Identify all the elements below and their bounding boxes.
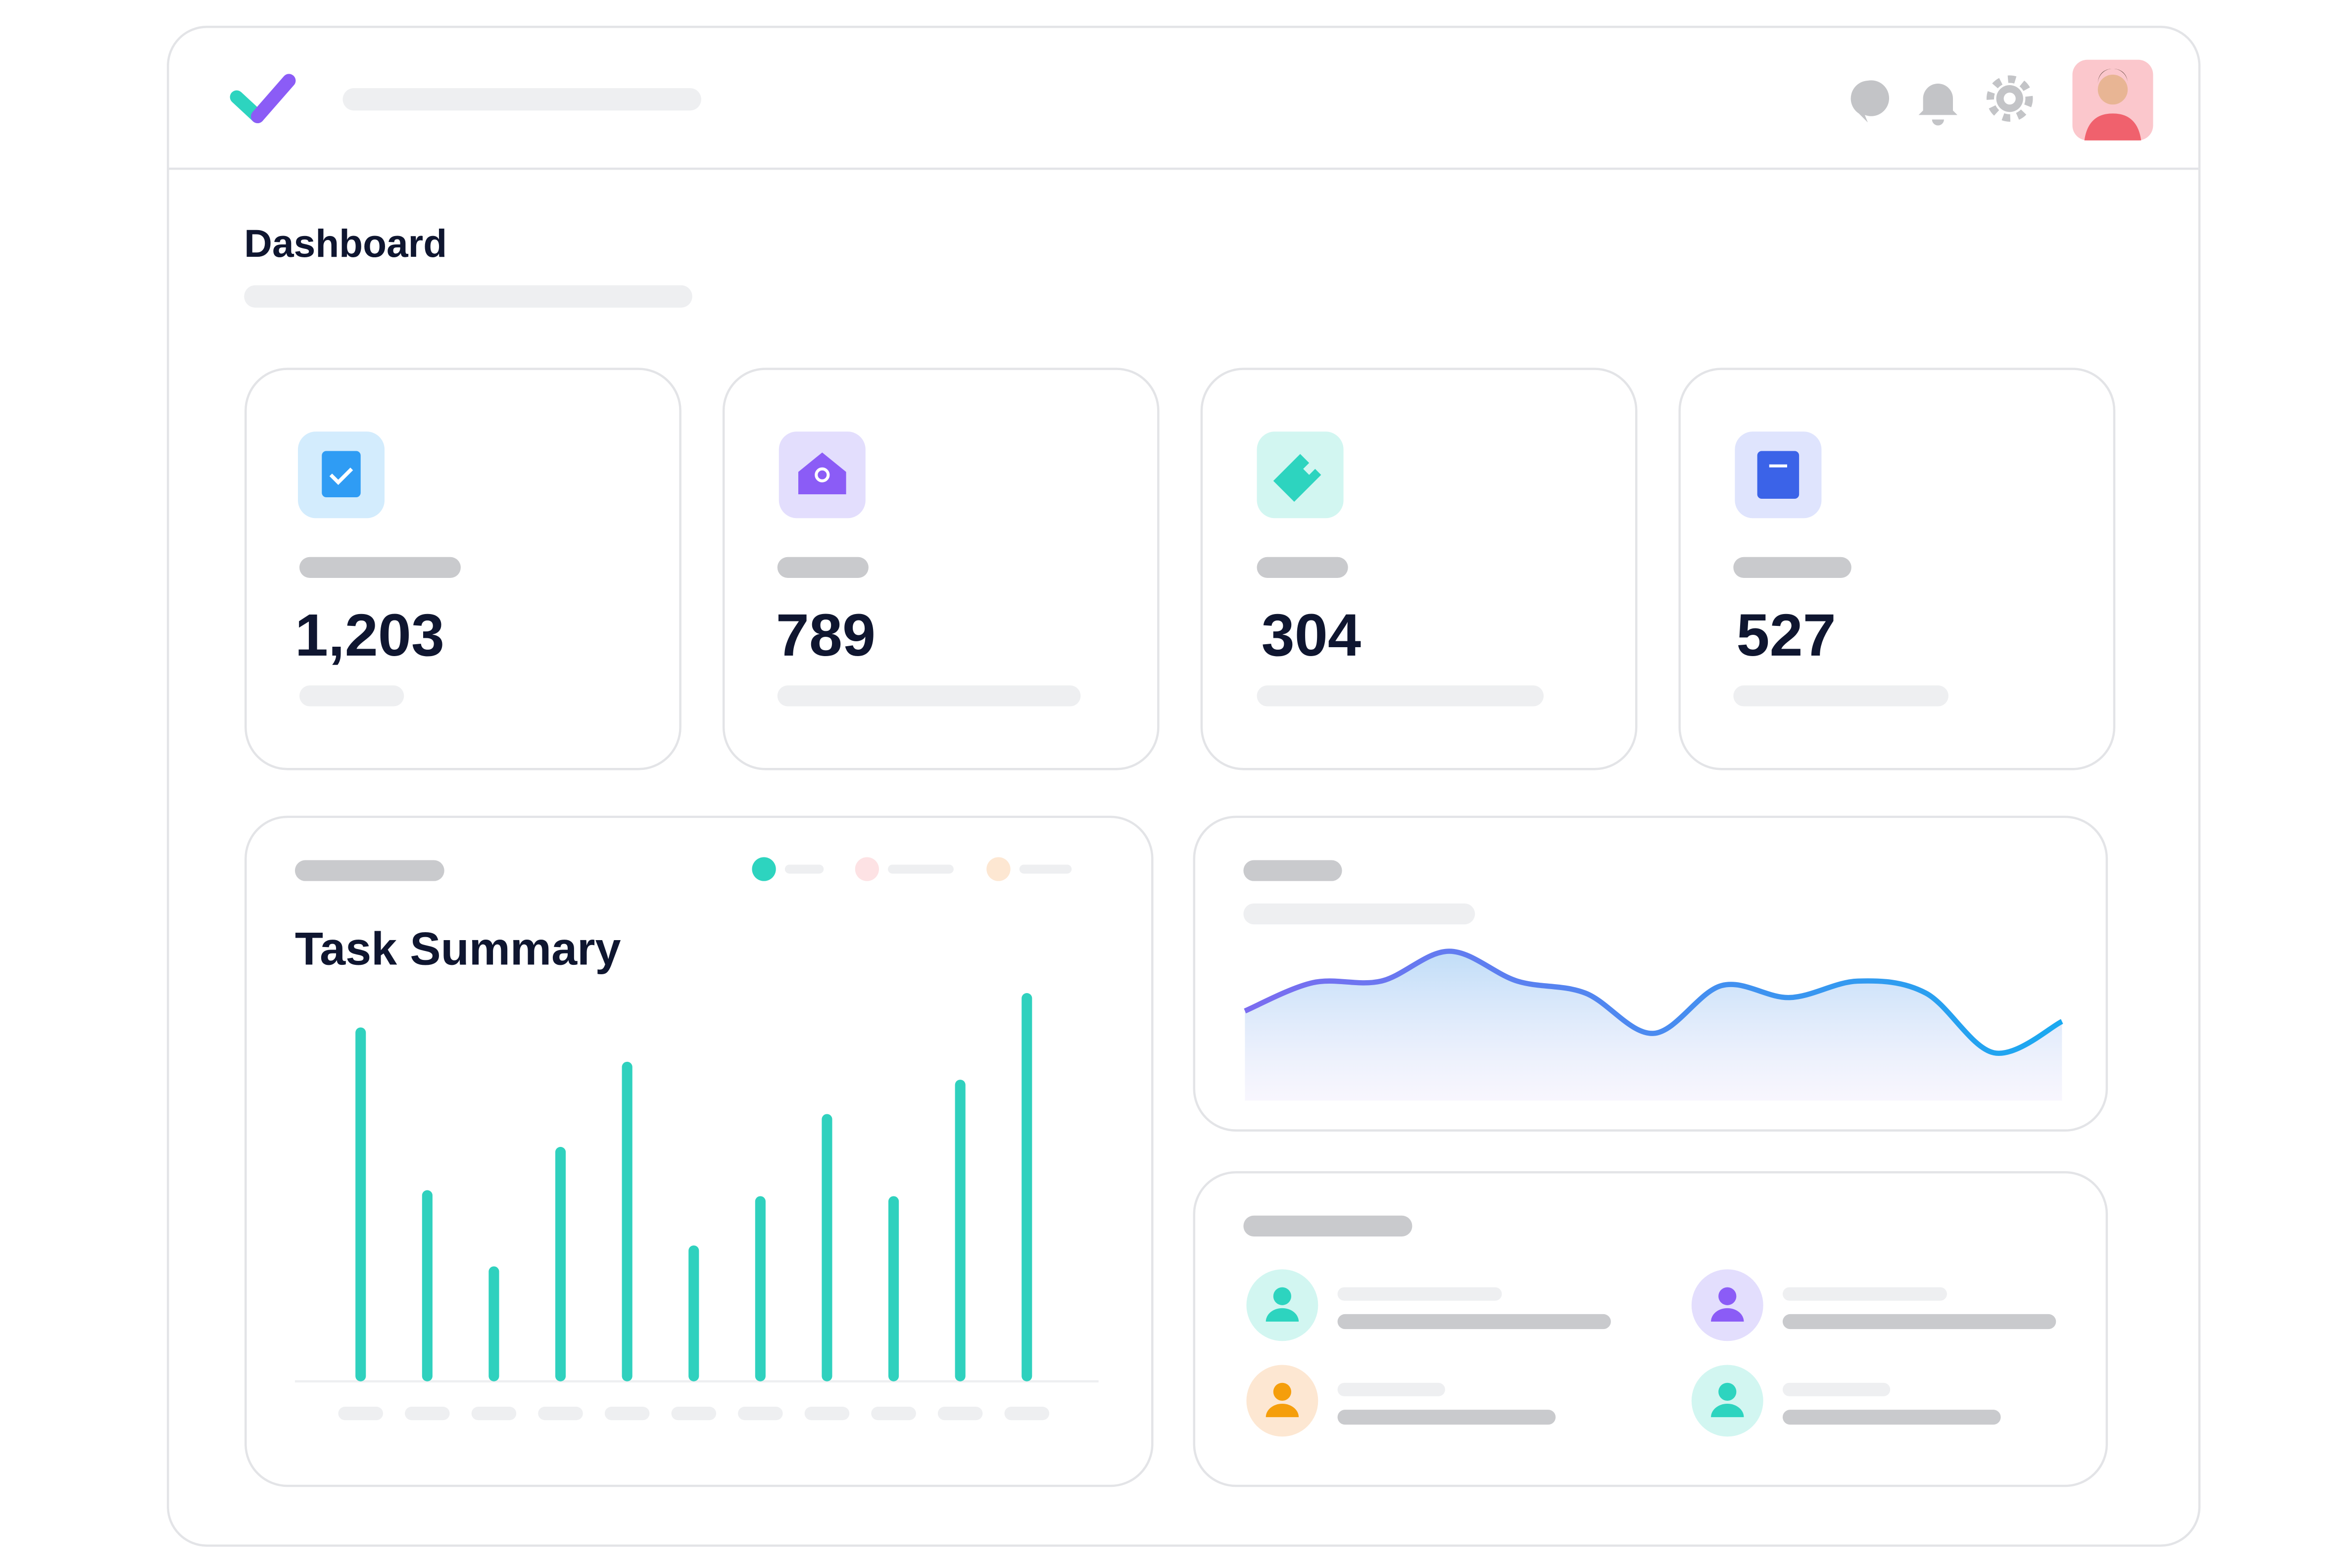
people-card xyxy=(1193,1171,2108,1487)
x-label-placeholder xyxy=(671,1407,717,1421)
name-placeholder xyxy=(1782,1382,1891,1396)
bar xyxy=(1022,993,1032,1381)
label-placeholder xyxy=(294,860,444,881)
label-placeholder xyxy=(1243,903,1475,925)
legend xyxy=(752,857,1072,881)
desc-placeholder xyxy=(1257,685,1544,707)
desc-placeholder xyxy=(1733,685,1948,707)
x-label-placeholder xyxy=(871,1407,916,1421)
avatar[interactable] xyxy=(2072,59,2153,141)
bar xyxy=(688,1245,699,1381)
name-placeholder xyxy=(1337,1287,1502,1301)
bar xyxy=(822,1114,832,1381)
stat-value: 789 xyxy=(776,602,876,668)
search-bar[interactable] xyxy=(342,88,701,111)
house-icon xyxy=(779,431,866,519)
bar xyxy=(888,1196,899,1381)
stat-value: 527 xyxy=(1736,602,1836,668)
book-icon xyxy=(1735,431,1822,519)
chart-title: Task Summary xyxy=(295,923,621,975)
x-label-placeholder xyxy=(604,1407,650,1421)
bar xyxy=(355,1027,366,1381)
bar xyxy=(955,1080,966,1381)
x-label-placeholder xyxy=(471,1407,517,1421)
x-label-placeholder xyxy=(338,1407,383,1421)
label-placeholder xyxy=(777,557,869,578)
detail-placeholder xyxy=(1337,1314,1611,1330)
stat-cards: 1,203 789 304 527 xyxy=(244,368,2116,770)
detail-placeholder xyxy=(1782,1410,2001,1425)
label-placeholder xyxy=(1243,1215,1412,1236)
bar xyxy=(755,1196,766,1381)
bar xyxy=(422,1190,433,1381)
clipboard-icon xyxy=(297,431,385,519)
x-label-placeholder xyxy=(738,1407,783,1421)
stat-value: 304 xyxy=(1262,602,1361,668)
x-label-placeholder xyxy=(538,1407,583,1421)
name-placeholder xyxy=(1782,1287,1947,1301)
person-head xyxy=(1718,1287,1737,1305)
label-placeholder xyxy=(1243,860,1342,881)
label-placeholder xyxy=(1257,557,1348,578)
person-body xyxy=(1711,1404,1744,1418)
person-body xyxy=(1265,1308,1299,1322)
x-label-placeholder xyxy=(405,1407,450,1421)
trend-area xyxy=(1245,951,2062,1101)
x-label-placeholder xyxy=(937,1407,983,1421)
people-list xyxy=(1246,1269,2056,1437)
chat-icon[interactable] xyxy=(1850,80,1890,123)
desc-placeholder xyxy=(777,685,1081,707)
x-label-placeholder xyxy=(804,1407,850,1421)
page-title: Dashboard xyxy=(244,222,447,265)
person-head xyxy=(1718,1382,1737,1401)
logo xyxy=(230,74,296,123)
detail-placeholder xyxy=(1782,1314,2056,1330)
task-summary-card xyxy=(244,815,1154,1487)
ticket-icon xyxy=(1257,431,1344,519)
label-placeholder xyxy=(299,557,461,578)
bell-icon[interactable] xyxy=(1918,84,1958,126)
desc-placeholder xyxy=(299,685,404,707)
label-placeholder xyxy=(1733,557,1851,578)
person-head xyxy=(1273,1382,1291,1401)
settings-icon[interactable] xyxy=(1986,75,2033,122)
person-head xyxy=(1273,1287,1291,1305)
subtitle-placeholder xyxy=(244,285,692,308)
bar xyxy=(622,1061,633,1381)
x-label-placeholder xyxy=(1004,1407,1050,1421)
bar xyxy=(488,1266,499,1381)
person-body xyxy=(1265,1404,1299,1418)
trend-line xyxy=(1244,949,2063,1056)
detail-placeholder xyxy=(1337,1410,1556,1425)
person-body xyxy=(1711,1308,1744,1322)
stat-value: 1,203 xyxy=(295,602,444,668)
name-placeholder xyxy=(1337,1382,1445,1396)
bar xyxy=(555,1146,566,1381)
